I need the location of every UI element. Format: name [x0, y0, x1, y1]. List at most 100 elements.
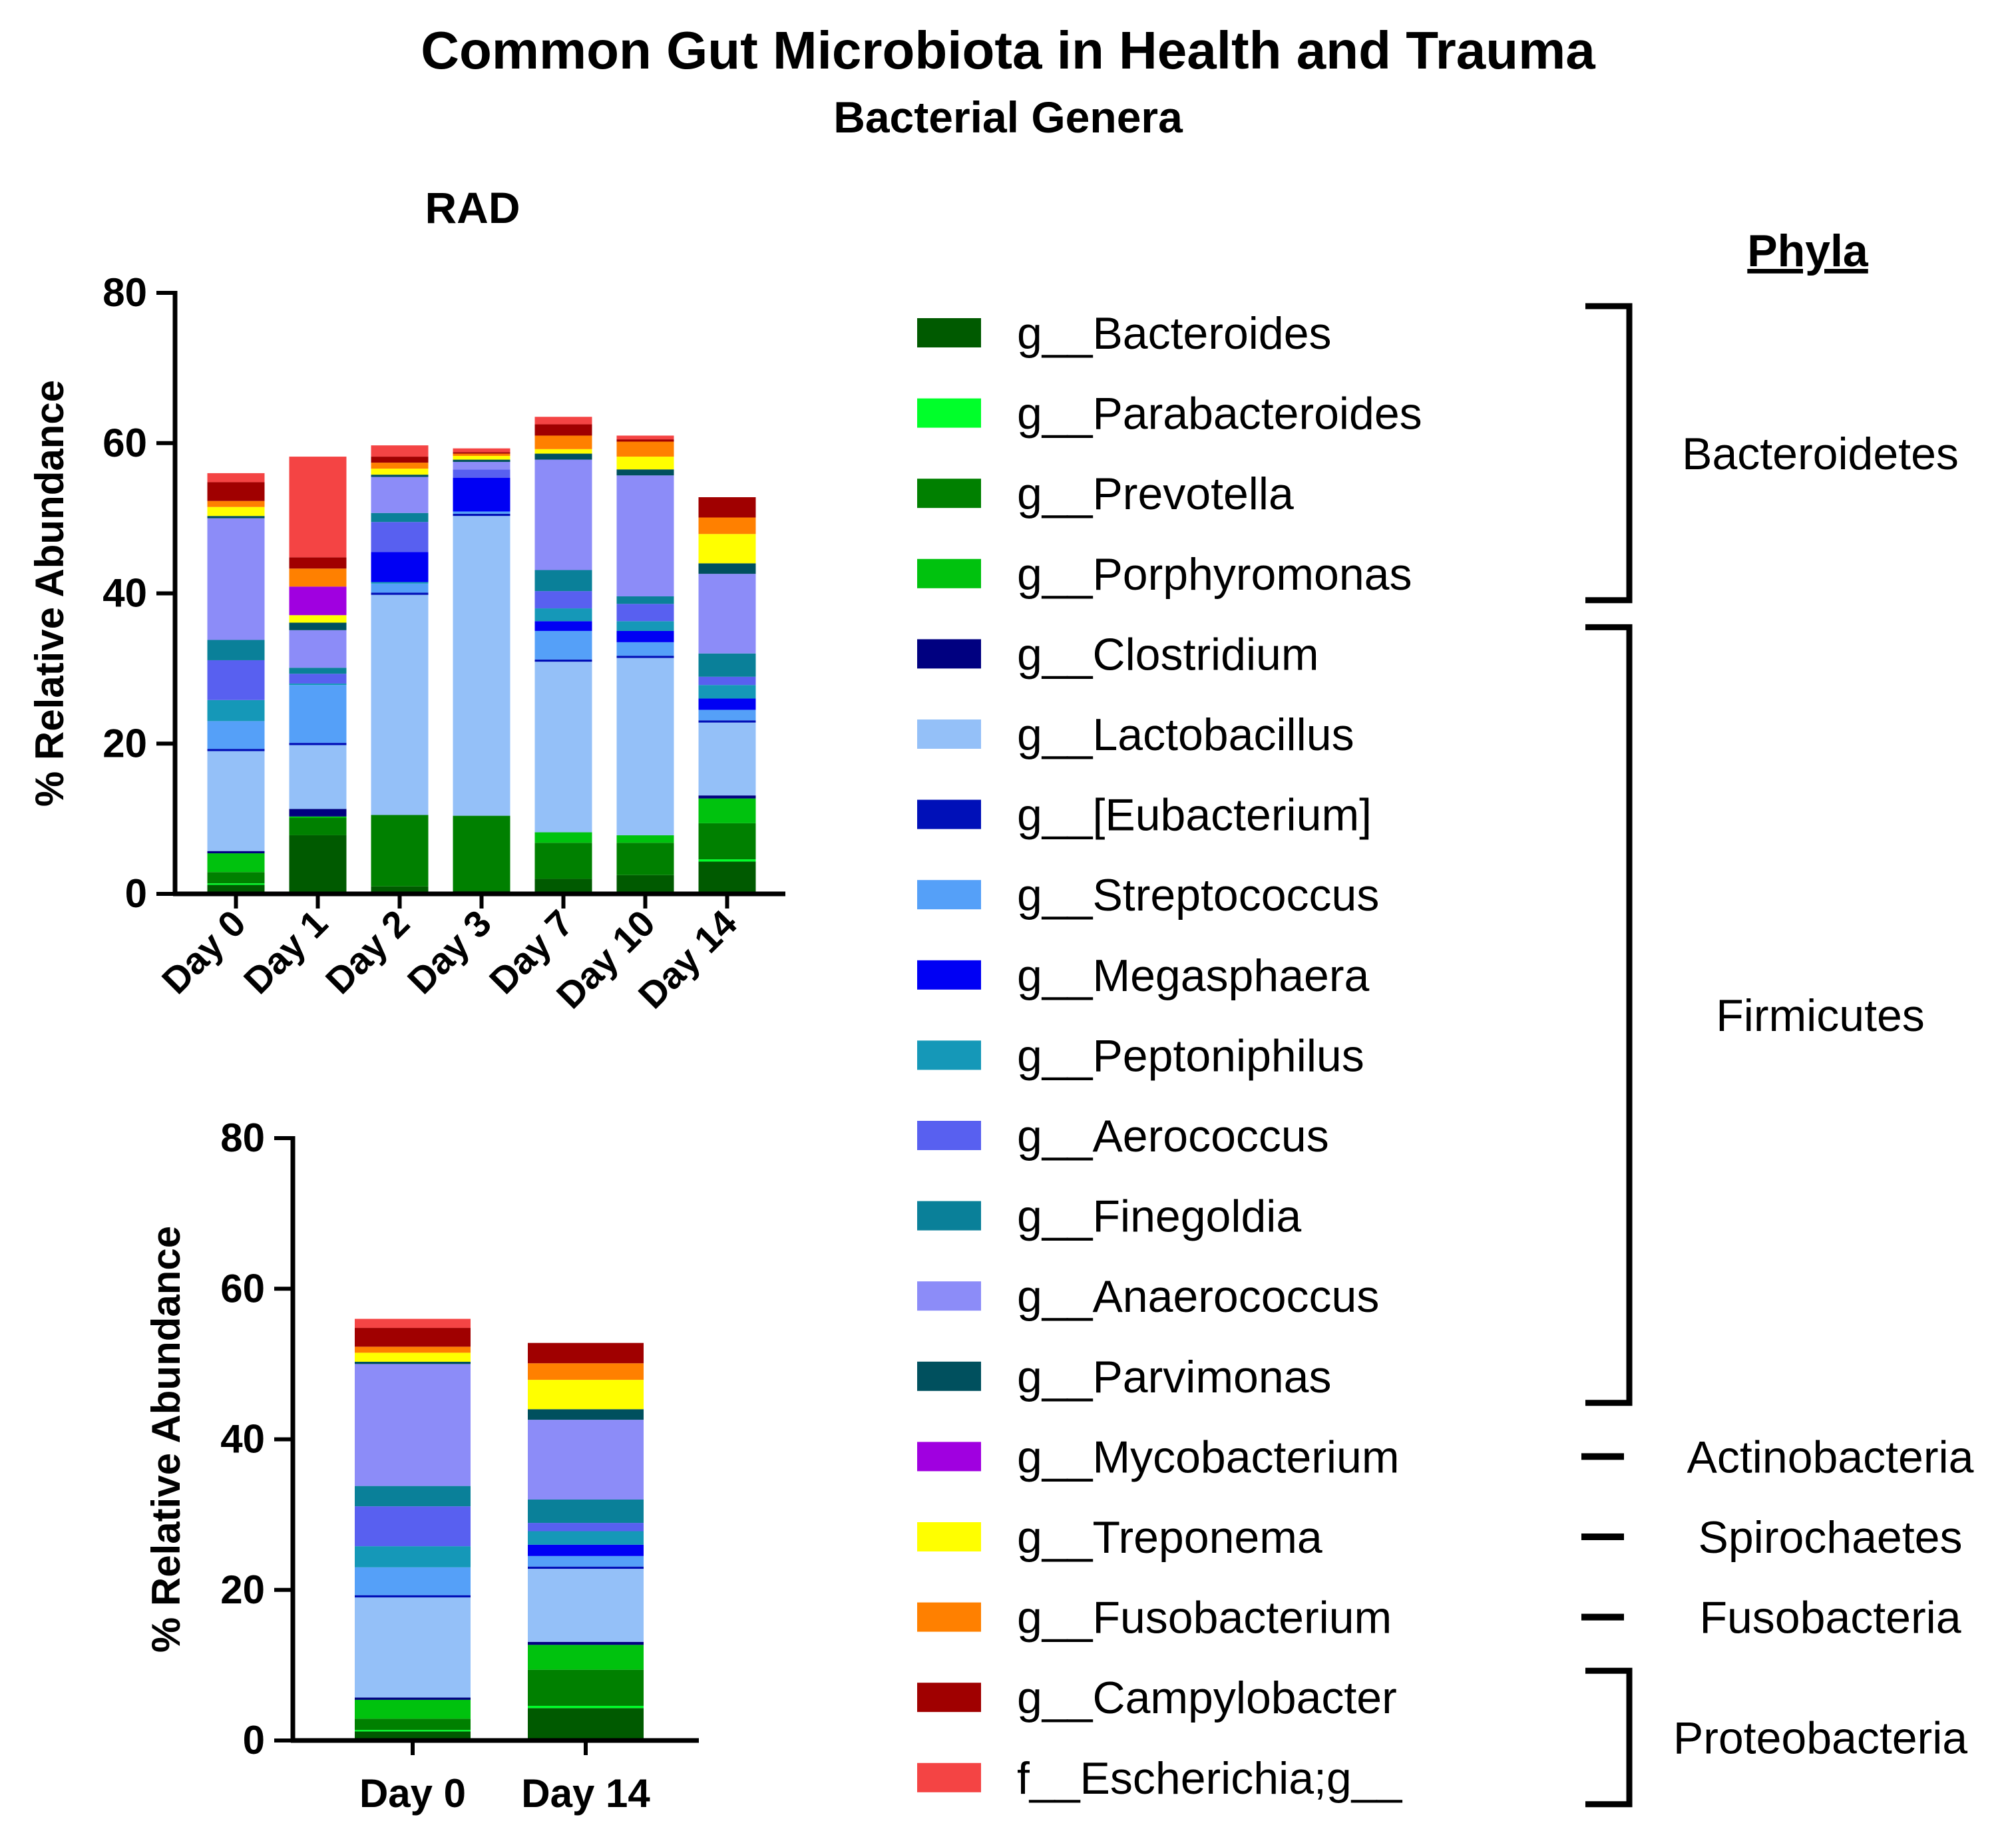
phylum-group-spirochaetes: Spirochaetes [1581, 1512, 1962, 1563]
bar-segment-day-0-g-eubacterium [207, 749, 265, 751]
bar-segment-day-14-g-finegoldia [528, 1500, 644, 1524]
phylum-group-fusobacteria: Fusobacteria [1581, 1593, 1961, 1643]
bar-segment-day-1-g-fusobacterium [289, 568, 347, 587]
bar-segment-day-14-g-parabacteroides [528, 1705, 644, 1709]
bar-segment-day-0-g-finegoldia [207, 640, 265, 660]
bar-segment-day-14-g-eubacterium [698, 720, 756, 723]
y-axis-label: % Relative Abundance [27, 380, 72, 807]
bar-segment-day-0-g-prevotella [207, 872, 265, 884]
bar-segment-day-1-f-escherichia-g [289, 457, 347, 558]
bar-segment-day-10-g-prevotella [616, 843, 674, 875]
bar-segment-day-0-g-lactobacillus [355, 1597, 471, 1698]
bar-segment-day-0-g-aerococcus [207, 660, 265, 700]
bar-stack-day-1 [289, 457, 347, 894]
bar-segment-day-7-g-finegoldia [534, 570, 592, 592]
bar-segment-day-2-g-bacteroides [371, 886, 429, 894]
bar-segment-day-1-g-treponema [289, 615, 347, 623]
legend-label: g__Lactobacillus [1017, 710, 1354, 760]
bar-segment-day-1-g-peptoniphilus [289, 683, 347, 686]
bar-segment-day-14-g-lactobacillus [528, 1569, 644, 1642]
phylum-label: Actinobacteria [1687, 1432, 1974, 1482]
y-tick-label: 40 [102, 571, 147, 616]
bar-segment-day-3-g-anaerococcus [453, 461, 510, 470]
bar-segment-day-14-g-bacteroides [528, 1708, 644, 1740]
bar-segment-day-0-g-parabacteroides [207, 883, 265, 885]
legend-item-g-parabacteroides: g__Parabacteroides [917, 389, 1422, 439]
legend-label: g__Campylobacter [1017, 1673, 1397, 1723]
bar-segment-day-14-g-lactobacillus [698, 722, 756, 796]
bar-segment-day-0-g-streptococcus [355, 1567, 471, 1595]
bar-segment-day-3-g-eubacterium [453, 513, 510, 516]
bar-segment-day-3-g-streptococcus [453, 511, 510, 514]
bar-segment-day-14-g-streptococcus [698, 710, 756, 721]
bar-segment-day-0-g-parabacteroides [355, 1730, 471, 1732]
bar-segment-day-1-g-anaerococcus [289, 630, 347, 668]
bar-segment-day-14-g-porphyromonas [528, 1645, 644, 1670]
phylum-bracket [1585, 624, 1633, 1406]
bar-segment-day-14-g-prevotella [698, 823, 756, 860]
legend-item-g-lactobacillus: g__Lactobacillus [917, 710, 1354, 760]
bar-segment-day-10-g-eubacterium [616, 656, 674, 658]
bar-segment-day-14-g-treponema [698, 534, 756, 564]
bar-segment-day-0-g-anaerococcus [207, 518, 265, 640]
bar-stack-day-7 [534, 417, 592, 894]
legend-swatch [917, 1602, 981, 1632]
bar-segment-day-10-g-fusobacterium [616, 441, 674, 457]
bar-segment-day-10-g-megasphaera [616, 630, 674, 642]
bar-segment-day-0-g-prevotella [355, 1719, 471, 1731]
legend-label: g__Parvimonas [1017, 1352, 1331, 1402]
bar-segment-day-3-g-megasphaera [453, 477, 510, 512]
legend-label: g__Porphyromonas [1017, 549, 1412, 600]
x-tick-label: Day 0 [359, 1771, 466, 1816]
bar-segment-day-2-f-escherichia-g [371, 445, 429, 457]
bar-segment-day-14-g-fusobacterium [528, 1363, 644, 1380]
bar-segment-day-2-g-lactobacillus [371, 594, 429, 815]
bar-segment-day-2-g-peptoniphilus [371, 582, 429, 584]
bar-segment-day-1-g-eubacterium [289, 743, 347, 745]
legend-label: g__[Eubacterium] [1017, 790, 1372, 841]
legend-item-g-treponema: g__Treponema [917, 1512, 1322, 1563]
legend-swatch [917, 639, 981, 669]
bar-segment-day-10-g-bacteroides [616, 875, 674, 894]
bar-segment-day-14-g-anaerococcus [528, 1420, 644, 1500]
phylum-label: Firmicutes [1716, 990, 1925, 1041]
bar-segment-day-2-g-prevotella [371, 815, 429, 887]
bar-segment-day-1-g-lactobacillus [289, 745, 347, 809]
bar-segment-day-10-g-streptococcus [616, 642, 674, 656]
y-tick-label: 80 [102, 270, 147, 315]
chart-title: RAD [425, 183, 520, 232]
legend-label: g__Clostridium [1017, 629, 1319, 680]
bar-segment-day-14-g-campylobacter [698, 497, 756, 518]
bar-segment-day-14-g-megasphaera [528, 1544, 644, 1556]
legend-swatch [917, 1683, 981, 1713]
phylum-group-firmicutes: Firmicutes [1585, 624, 1925, 1406]
legend-swatch [917, 1762, 981, 1792]
bar-segment-day-7-f-escherichia-g [534, 417, 592, 425]
bar-segment-day-3-g-fusobacterium [453, 453, 510, 456]
bar-segment-day-10-f-escherichia-g [616, 435, 674, 440]
legend-swatch [917, 558, 981, 588]
bar-segment-day-14-g-eubacterium [528, 1566, 644, 1569]
bar-segment-day-2-g-treponema [371, 469, 429, 475]
y-tick-label: 60 [102, 421, 147, 465]
legend-item-g-finegoldia: g__Finegoldia [917, 1191, 1301, 1242]
legend-label: f__Escherichia;g__ [1017, 1753, 1403, 1804]
bar-segment-day-0-g-finegoldia [355, 1486, 471, 1507]
y-tick-label: 20 [102, 721, 147, 765]
legend-swatch [917, 799, 981, 829]
phyla-heading: Phyla [1747, 226, 1869, 276]
phylum-bracket [1585, 1667, 1633, 1808]
bar-segment-day-10-g-parvimonas [616, 469, 674, 476]
bar-segment-day-7-g-lactobacillus [534, 662, 592, 833]
y-tick-label: 0 [243, 1718, 265, 1762]
legend-swatch [917, 1281, 981, 1311]
bar-segment-day-0-g-treponema [207, 507, 265, 516]
legend-item-g-mycobacterium: g__Mycobacterium [917, 1432, 1399, 1482]
figure-subtitle: Bacterial Genera [833, 93, 1183, 142]
bar-segment-day-3-g-treponema [453, 455, 510, 460]
legend-label: g__Finegoldia [1017, 1191, 1301, 1242]
phylum-label: Fusobacteria [1699, 1593, 1961, 1643]
phylum-label: Spirochaetes [1699, 1512, 1963, 1563]
legend-swatch [917, 398, 981, 428]
